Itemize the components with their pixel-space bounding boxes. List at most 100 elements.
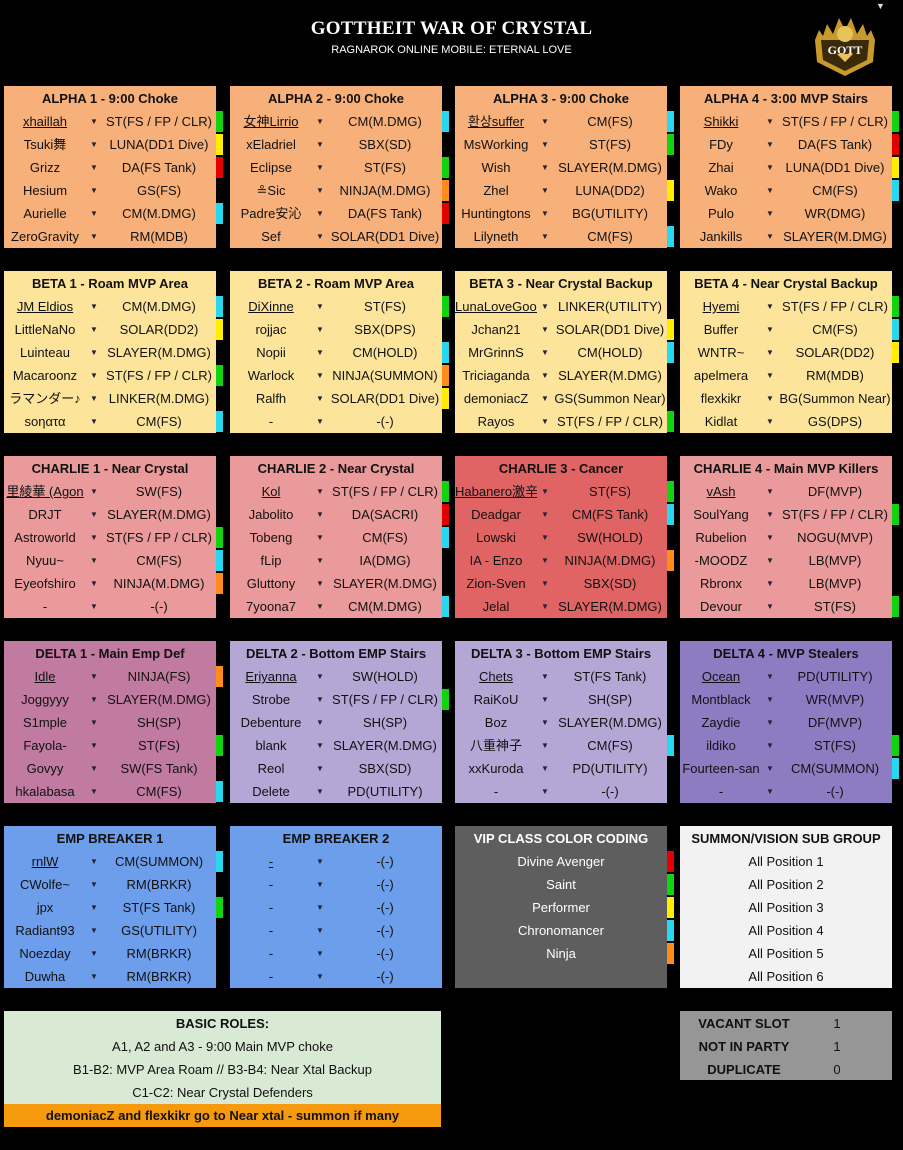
member-dropdown-icon[interactable]: ▼: [766, 556, 774, 565]
member-dropdown-icon[interactable]: ▼: [766, 117, 774, 126]
member-dropdown-icon[interactable]: ▼: [316, 880, 324, 889]
member-dropdown-icon[interactable]: ▼: [541, 140, 549, 149]
member-dropdown-icon[interactable]: ▼: [90, 186, 98, 195]
member-dropdown-icon[interactable]: ▼: [541, 718, 549, 727]
member-dropdown-icon[interactable]: ▼: [316, 926, 324, 935]
member-dropdown-icon[interactable]: ▼: [541, 787, 549, 796]
member-dropdown-icon[interactable]: ▼: [541, 325, 549, 334]
member-dropdown-icon[interactable]: ▼: [316, 857, 324, 866]
member-dropdown-icon[interactable]: ▼: [766, 764, 774, 773]
member-dropdown-icon[interactable]: ▼: [766, 186, 774, 195]
member-dropdown-icon[interactable]: ▼: [316, 764, 324, 773]
member-dropdown-icon[interactable]: ▼: [766, 209, 774, 218]
member-dropdown-icon[interactable]: ▼: [90, 487, 98, 496]
member-dropdown-icon[interactable]: ▼: [90, 880, 98, 889]
member-dropdown-icon[interactable]: ▼: [316, 695, 324, 704]
member-dropdown-icon[interactable]: ▼: [316, 972, 324, 981]
member-dropdown-icon[interactable]: ▼: [541, 186, 549, 195]
member-dropdown-icon[interactable]: ▼: [541, 209, 549, 218]
member-dropdown-icon[interactable]: ▼: [90, 232, 98, 241]
member-dropdown-icon[interactable]: ▼: [316, 232, 324, 241]
member-dropdown-icon[interactable]: ▼: [766, 302, 774, 311]
member-dropdown-icon[interactable]: ▼: [541, 394, 549, 403]
member-dropdown-icon[interactable]: ▼: [90, 672, 98, 681]
member-dropdown-icon[interactable]: ▼: [316, 510, 324, 519]
member-dropdown-icon[interactable]: ▼: [90, 787, 98, 796]
member-dropdown-icon[interactable]: ▼: [541, 348, 549, 357]
member-dropdown-icon[interactable]: ▼: [541, 556, 549, 565]
member-dropdown-icon[interactable]: ▼: [90, 325, 98, 334]
member-dropdown-icon[interactable]: ▼: [90, 371, 98, 380]
member-dropdown-icon[interactable]: ▼: [316, 787, 324, 796]
member-dropdown-icon[interactable]: ▼: [316, 117, 324, 126]
member-dropdown-icon[interactable]: ▼: [541, 602, 549, 611]
member-dropdown-icon[interactable]: ▼: [541, 764, 549, 773]
member-dropdown-icon[interactable]: ▼: [541, 163, 549, 172]
member-dropdown-icon[interactable]: ▼: [316, 325, 324, 334]
member-dropdown-icon[interactable]: ▼: [90, 718, 98, 727]
member-dropdown-icon[interactable]: ▼: [541, 371, 549, 380]
member-dropdown-icon[interactable]: ▼: [90, 579, 98, 588]
member-dropdown-icon[interactable]: ▼: [316, 718, 324, 727]
member-dropdown-icon[interactable]: ▼: [541, 741, 549, 750]
member-dropdown-icon[interactable]: ▼: [766, 140, 774, 149]
member-dropdown-icon[interactable]: ▼: [316, 672, 324, 681]
member-dropdown-icon[interactable]: ▼: [90, 695, 98, 704]
member-dropdown-icon[interactable]: ▼: [766, 741, 774, 750]
member-dropdown-icon[interactable]: ▼: [541, 695, 549, 704]
member-dropdown-icon[interactable]: ▼: [766, 718, 774, 727]
member-dropdown-icon[interactable]: ▼: [316, 140, 324, 149]
member-dropdown-icon[interactable]: ▼: [316, 302, 324, 311]
member-dropdown-icon[interactable]: ▼: [766, 510, 774, 519]
member-dropdown-icon[interactable]: ▼: [90, 741, 98, 750]
member-dropdown-icon[interactable]: ▼: [316, 371, 324, 380]
member-dropdown-icon[interactable]: ▼: [316, 209, 324, 218]
member-dropdown-icon[interactable]: ▼: [90, 533, 98, 542]
member-dropdown-icon[interactable]: ▼: [766, 787, 774, 796]
member-dropdown-icon[interactable]: ▼: [766, 325, 774, 334]
member-dropdown-icon[interactable]: ▼: [316, 949, 324, 958]
member-dropdown-icon[interactable]: ▼: [766, 487, 774, 496]
member-dropdown-icon[interactable]: ▼: [90, 510, 98, 519]
member-dropdown-icon[interactable]: ▼: [316, 602, 324, 611]
member-dropdown-icon[interactable]: ▼: [90, 209, 98, 218]
member-dropdown-icon[interactable]: ▼: [316, 394, 324, 403]
member-dropdown-icon[interactable]: ▼: [90, 764, 98, 773]
member-dropdown-icon[interactable]: ▼: [90, 949, 98, 958]
member-dropdown-icon[interactable]: ▼: [766, 394, 774, 403]
member-dropdown-icon[interactable]: ▼: [90, 903, 98, 912]
member-dropdown-icon[interactable]: ▼: [541, 533, 549, 542]
member-dropdown-icon[interactable]: ▼: [766, 602, 774, 611]
member-dropdown-icon[interactable]: ▼: [90, 926, 98, 935]
member-dropdown-icon[interactable]: ▼: [766, 348, 774, 357]
member-dropdown-icon[interactable]: ▼: [316, 903, 324, 912]
member-dropdown-icon[interactable]: ▼: [316, 487, 324, 496]
member-dropdown-icon[interactable]: ▼: [766, 533, 774, 542]
member-dropdown-icon[interactable]: ▼: [316, 741, 324, 750]
member-dropdown-icon[interactable]: ▼: [90, 302, 98, 311]
member-dropdown-icon[interactable]: ▼: [316, 348, 324, 357]
member-dropdown-icon[interactable]: ▼: [90, 140, 98, 149]
member-dropdown-icon[interactable]: ▼: [766, 163, 774, 172]
member-dropdown-icon[interactable]: ▼: [90, 417, 98, 426]
member-dropdown-icon[interactable]: ▼: [316, 556, 324, 565]
dropdown-arrow-icon[interactable]: ▼: [876, 1, 885, 11]
member-dropdown-icon[interactable]: ▼: [541, 487, 549, 496]
member-dropdown-icon[interactable]: ▼: [90, 348, 98, 357]
member-dropdown-icon[interactable]: ▼: [90, 394, 98, 403]
member-dropdown-icon[interactable]: ▼: [90, 163, 98, 172]
member-dropdown-icon[interactable]: ▼: [766, 672, 774, 681]
member-dropdown-icon[interactable]: ▼: [316, 579, 324, 588]
member-dropdown-icon[interactable]: ▼: [90, 602, 98, 611]
member-dropdown-icon[interactable]: ▼: [316, 417, 324, 426]
member-dropdown-icon[interactable]: ▼: [90, 857, 98, 866]
member-dropdown-icon[interactable]: ▼: [541, 117, 549, 126]
member-dropdown-icon[interactable]: ▼: [541, 232, 549, 241]
member-dropdown-icon[interactable]: ▼: [316, 186, 324, 195]
member-dropdown-icon[interactable]: ▼: [316, 163, 324, 172]
member-dropdown-icon[interactable]: ▼: [766, 371, 774, 380]
member-dropdown-icon[interactable]: ▼: [90, 556, 98, 565]
member-dropdown-icon[interactable]: ▼: [541, 417, 549, 426]
member-dropdown-icon[interactable]: ▼: [766, 579, 774, 588]
member-dropdown-icon[interactable]: ▼: [541, 672, 549, 681]
